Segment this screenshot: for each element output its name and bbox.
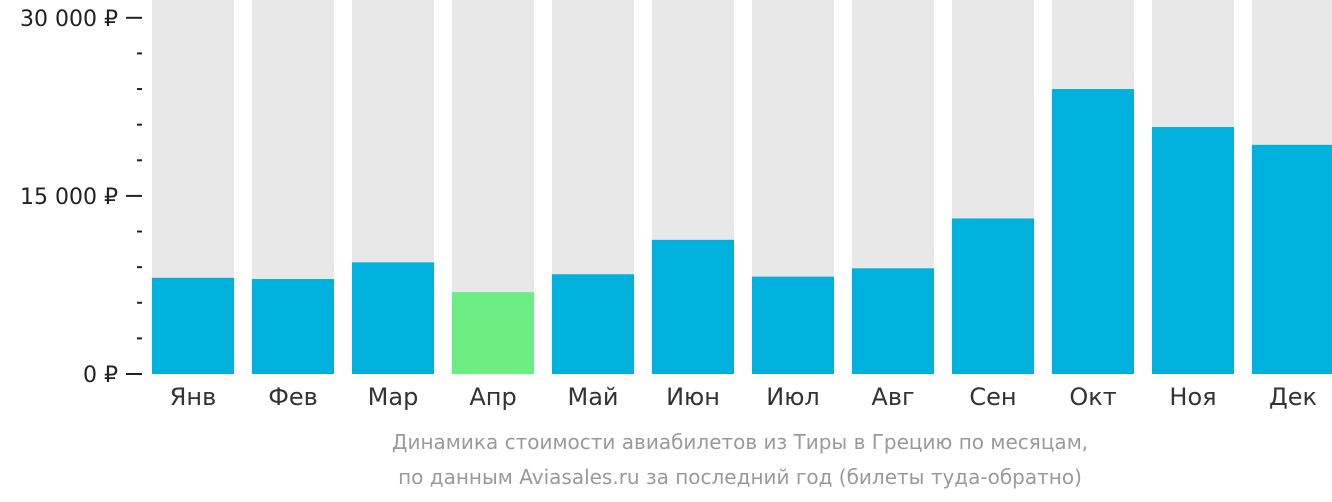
- bar: [552, 274, 634, 374]
- x-tick-label: Авг: [871, 383, 914, 411]
- bar: [452, 292, 534, 374]
- bar: [152, 277, 234, 374]
- x-tick-label: Янв: [170, 383, 217, 411]
- x-tick-label: Апр: [469, 383, 516, 411]
- chart-caption-line-2: по данным Aviasales.ru за последний год …: [398, 465, 1082, 489]
- bar: [952, 218, 1034, 374]
- x-tick-label: Мар: [368, 383, 419, 411]
- x-tick-label: Июн: [666, 383, 720, 411]
- x-tick-label: Июл: [766, 383, 820, 411]
- x-tick-label: Ноя: [1169, 383, 1216, 411]
- bar: [252, 279, 334, 374]
- bar: [652, 239, 734, 374]
- bar: [1052, 89, 1134, 375]
- x-tick-label: Дек: [1269, 383, 1317, 411]
- y-tick-label: 0 ₽: [83, 363, 118, 388]
- chart-caption-line-1: Динамика стоимости авиабилетов из Тиры в…: [391, 430, 1089, 454]
- x-tick-label: Окт: [1069, 383, 1116, 411]
- y-tick-label: 30 000 ₽: [20, 7, 118, 32]
- price-bar-chart: Янв Фев Мар Апр Май Июн Июл Авг Сен Окт Ноя Дек 0 ₽ 1…: [20, 0, 1332, 411]
- bar: [752, 276, 834, 374]
- bar: [852, 268, 934, 374]
- bar: [1252, 144, 1332, 374]
- bar: [352, 262, 434, 374]
- bar: [1152, 127, 1234, 375]
- x-tick-label: Фев: [268, 383, 318, 411]
- x-tick-label: Сен: [969, 383, 1016, 411]
- y-tick-label: 15 000 ₽: [20, 185, 118, 210]
- x-tick-label: Май: [567, 383, 618, 411]
